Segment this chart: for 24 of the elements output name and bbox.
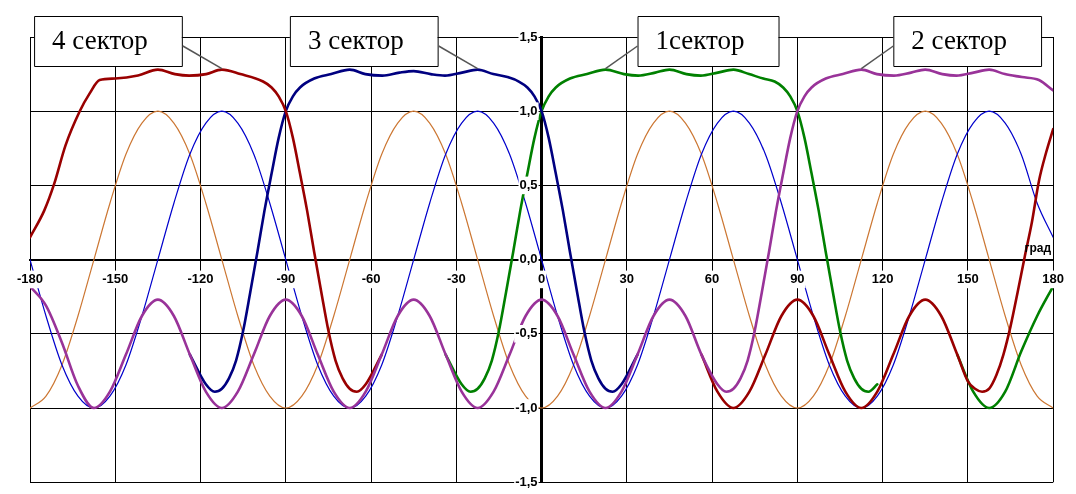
y-tick-label: 0,5 [519,176,538,192]
y-tick-label: 1,5 [519,28,538,44]
x-tick-label: 120 [871,270,894,286]
x-tick-label: 150 [957,270,979,286]
series-label: 4 сектор [52,25,148,56]
x-tick-label: 90 [790,270,805,286]
x-tick-label: -30 [446,270,466,286]
x-tick-label: 30 [619,270,635,286]
x-tick-label: 180 [1042,270,1065,286]
x-tick-label: -150 [102,270,129,286]
y-tick-label: 0,0 [519,251,538,267]
x-tick-label: 60 [704,270,720,286]
x-tick-label: -90 [276,270,296,286]
series-label: 2 сектор [911,25,1008,56]
x-tick-label: 0 [537,270,546,286]
y-tick-label: -1,5 [515,473,538,489]
x-tick-label: -120 [187,270,214,286]
y-tick-label: -1,0 [515,399,538,415]
series-label: 3 сектор [307,25,404,56]
y-tick-label: 1,0 [519,102,538,118]
x-tick-label: -60 [361,270,381,286]
y-tick-label: -0,5 [515,325,538,341]
x-tick-label: -180 [16,270,44,286]
series-label: 1сектор [655,25,745,56]
